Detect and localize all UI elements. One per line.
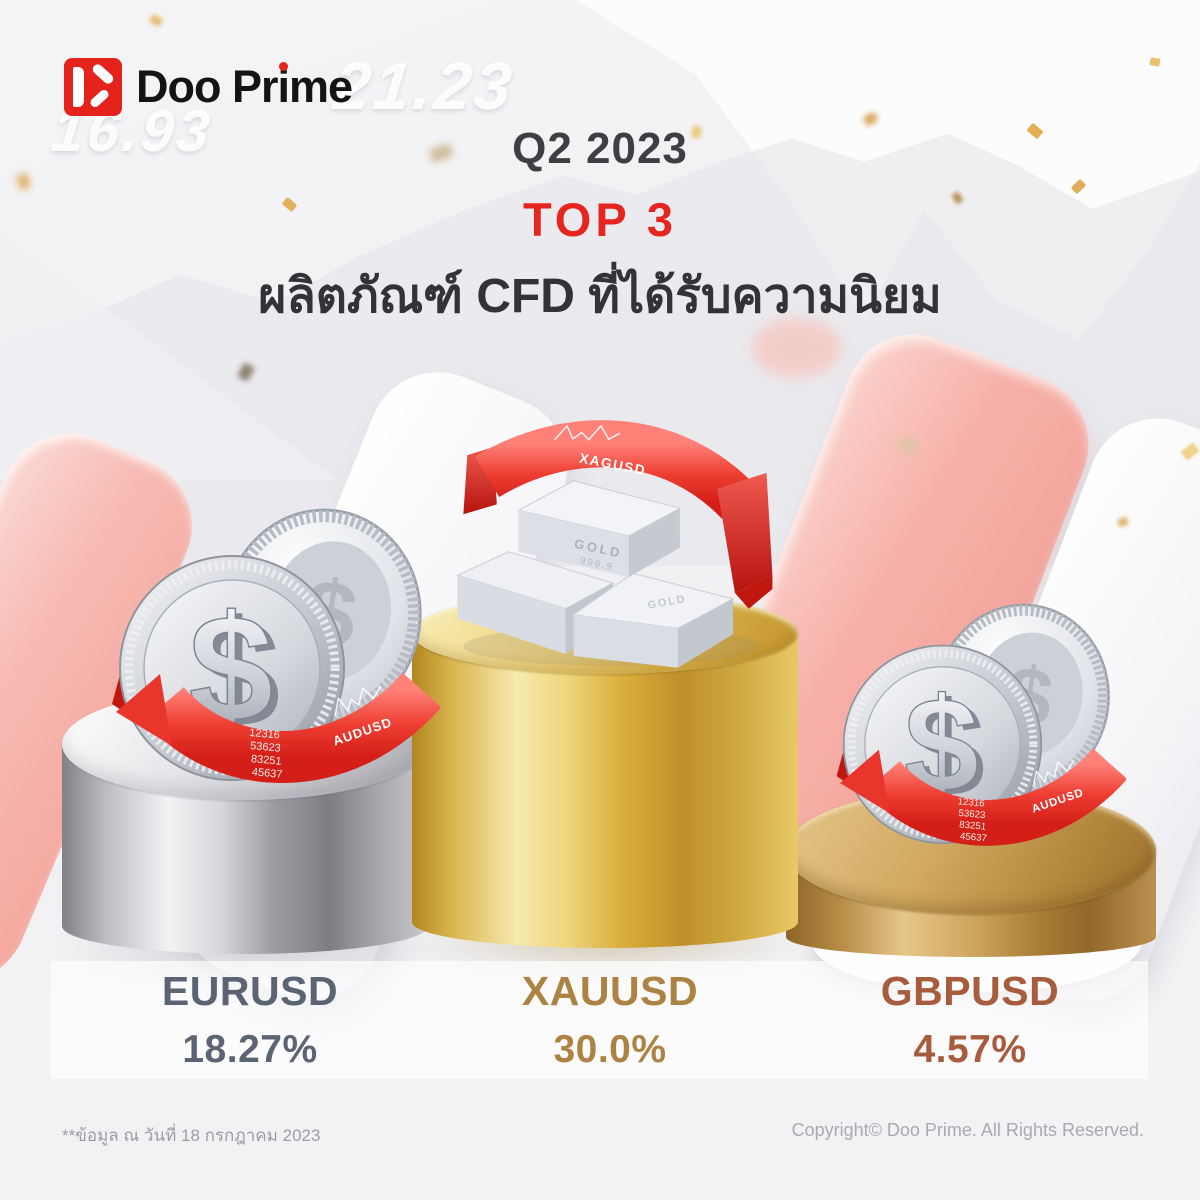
copyright-text: Copyright© Doo Prime. All Rights Reserve… [791,1120,1144,1140]
silver-bars-ribbon-icon [424,380,798,676]
symbol-label: GBPUSD [880,968,1060,1014]
doo-prime-logo-icon [64,58,122,116]
podium-bronze-3rd [786,788,1156,960]
rank-item-gbpusd: GBPUSD 4.57% [790,968,1150,1072]
silver-coin-ribbon-icon [100,498,440,810]
rank-item-eurusd: EURUSD 18.27% [70,968,430,1072]
watermark-quote: 21.23 [330,49,519,123]
share-value: 30.0% [553,1028,667,1071]
title-period: Q2 2023 [512,124,688,173]
rank-item-xauusd: XAUUSD 30.0% [430,968,790,1072]
title-top3: TOP 3 [522,193,678,246]
share-value: 4.57% [913,1028,1027,1071]
data-date-note: **ข้อมูล ณ วันที่ 18 กรกฎาคม 2023 [62,1126,321,1145]
symbol-label: EURUSD [161,968,339,1014]
share-value: 18.27% [182,1028,318,1071]
doo-prime-logo: Doo Prime [64,58,353,116]
label-panel [50,961,1148,1079]
brand-name: Doo Prime [136,61,353,112]
title-thai: ผลิตภัณฑ์ CFD ที่ได้รับความนิยม [258,270,942,323]
symbol-label: XAUUSD [521,968,699,1014]
silver-coin-ribbon-icon [826,594,1126,870]
decor-blob [752,318,842,378]
